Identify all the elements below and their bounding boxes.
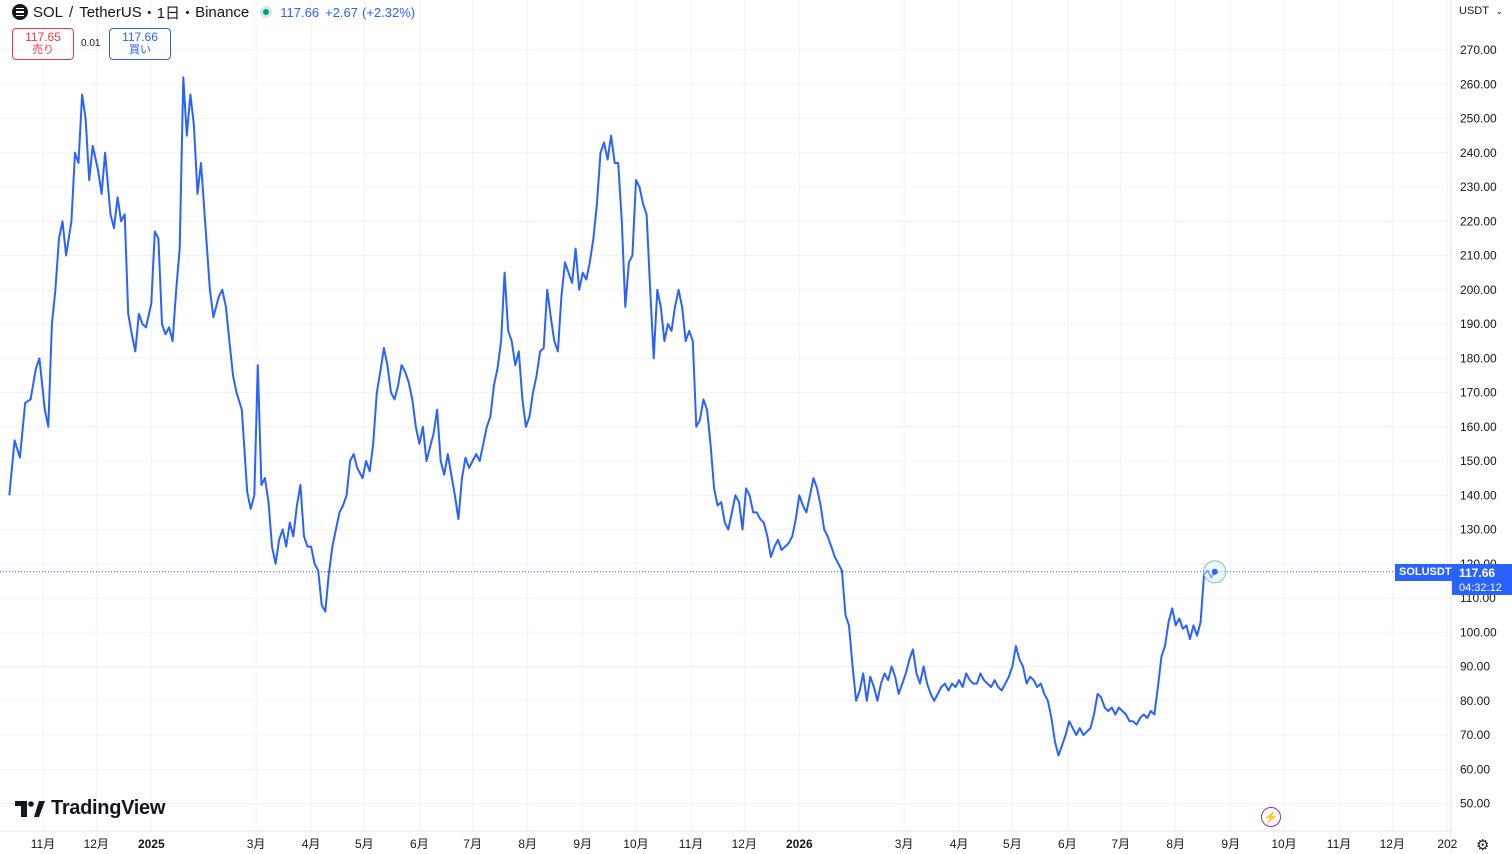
spread-value: 0.01 xyxy=(81,38,101,49)
x-tick-label: 12月 xyxy=(732,837,757,851)
market-open-status-icon xyxy=(260,6,273,18)
y-tick-label: 160.00 xyxy=(1460,420,1497,434)
time-axis-labels: 11月 12月 2025 3月 4月 5月 6月 7月 8月 9月 10月 11月 12月 2026 3月 4… xyxy=(31,837,1458,851)
y-tick-label: 190.00 xyxy=(1460,317,1497,331)
currency-label: USDT xyxy=(1459,5,1489,17)
x-tick-label: 12月 xyxy=(1380,837,1405,851)
tradingview-logo[interactable]: TradingView xyxy=(15,797,165,820)
y-tick-label: 240.00 xyxy=(1460,146,1497,160)
buy-button[interactable]: 117.66 買い xyxy=(109,28,171,60)
price-axis-labels: 50.0060.0070.0080.0090.00100.00110.00120… xyxy=(1460,43,1497,811)
x-tick-label: 11月 xyxy=(1327,837,1351,851)
y-tick-label: 70.00 xyxy=(1460,728,1490,742)
y-tick-label: 90.00 xyxy=(1460,660,1490,674)
last-point-marker xyxy=(1211,568,1218,575)
y-tick-label: 140.00 xyxy=(1460,488,1497,502)
x-tick-label: 11月 xyxy=(31,837,55,851)
y-tick-label: 200.00 xyxy=(1460,283,1497,297)
gear-icon[interactable]: ⚙ xyxy=(1476,837,1490,854)
y-tick-label: 250.00 xyxy=(1460,112,1497,126)
price-line-symbol-tag: SOLUSDT xyxy=(1395,564,1456,581)
x-tick-label: 5月 xyxy=(355,837,374,851)
tradingview-logo-text: TradingView xyxy=(51,797,166,819)
currency-selector[interactable]: USDT ⌄ xyxy=(1455,2,1507,20)
x-tick-label: 202 xyxy=(1437,837,1457,851)
y-tick-label: 260.00 xyxy=(1460,77,1497,91)
buy-label: 買い xyxy=(129,44,151,56)
x-tick-label: 12月 xyxy=(84,837,109,851)
sell-price: 117.65 xyxy=(25,30,61,44)
x-tick-label: 11月 xyxy=(679,837,703,851)
vertical-gridlines xyxy=(42,0,1448,831)
y-tick-label: 170.00 xyxy=(1460,386,1497,400)
y-tick-label: 150.00 xyxy=(1460,454,1497,468)
x-tick-label: 6月 xyxy=(1058,837,1077,851)
tradingview-logo-icon xyxy=(15,800,45,817)
y-tick-label: 180.00 xyxy=(1460,351,1497,365)
symbol-header: SOL / TetherUS ・1日・ Binance 117.66 +2.67… xyxy=(12,2,415,22)
exchange-name[interactable]: Binance xyxy=(195,3,250,21)
y-tick-label: 100.00 xyxy=(1460,625,1497,639)
y-tick-label: 50.00 xyxy=(1460,797,1490,811)
x-tick-label: 9月 xyxy=(1221,837,1240,851)
x-tick-label: 2025 xyxy=(138,837,165,851)
x-tick-label: 3月 xyxy=(895,837,914,851)
buy-price: 117.66 xyxy=(122,30,158,44)
price-change-percent: (+2.32%) xyxy=(361,4,416,20)
series-line-solusdt xyxy=(8,76,1216,757)
x-tick-label: 2026 xyxy=(786,837,813,851)
y-tick-label: 210.00 xyxy=(1460,249,1497,263)
x-tick-label: 10月 xyxy=(1271,837,1296,851)
y-tick-label: 230.00 xyxy=(1460,180,1497,194)
y-tick-label: 60.00 xyxy=(1460,762,1490,776)
x-tick-label: 10月 xyxy=(623,837,648,851)
x-tick-label: 9月 xyxy=(573,837,592,851)
x-tick-label: 6月 xyxy=(410,837,429,851)
quote-asset-name[interactable]: TetherUS xyxy=(79,3,142,21)
solana-icon xyxy=(12,4,28,20)
symbol-name[interactable]: SOL xyxy=(33,3,64,21)
symbol-separator: / xyxy=(69,3,74,21)
flash-icon[interactable]: ⚡ xyxy=(1261,807,1281,827)
y-tick-label: 220.00 xyxy=(1460,214,1497,228)
sell-label: 売り xyxy=(32,44,54,56)
x-tick-label: 8月 xyxy=(518,837,537,851)
y-tick-label: 80.00 xyxy=(1460,694,1490,708)
last-price: 117.66 xyxy=(280,4,320,20)
x-tick-label: 5月 xyxy=(1003,837,1022,851)
x-tick-label: 7月 xyxy=(1111,837,1130,851)
x-tick-label: 7月 xyxy=(463,837,482,851)
horizontal-gridlines xyxy=(0,49,1451,804)
sell-button[interactable]: 117.65 売り xyxy=(12,28,74,60)
bar-countdown: 04:32:12 xyxy=(1459,582,1502,594)
last-price-axis-tag: 117.66 04:32:12 xyxy=(1452,564,1512,595)
y-tick-label: 130.00 xyxy=(1460,523,1497,537)
x-tick-label: 8月 xyxy=(1166,837,1185,851)
x-tick-label: 3月 xyxy=(247,837,266,851)
x-tick-label: 4月 xyxy=(302,837,321,851)
chevron-down-icon: ⌄ xyxy=(1495,5,1503,16)
interval-label[interactable]: ・1日・ xyxy=(141,4,196,22)
y-tick-label: 270.00 xyxy=(1460,43,1497,57)
price-change: +2.67 xyxy=(325,4,358,20)
x-tick-label: 4月 xyxy=(950,837,969,851)
price-tag-value: 117.66 xyxy=(1459,566,1496,580)
